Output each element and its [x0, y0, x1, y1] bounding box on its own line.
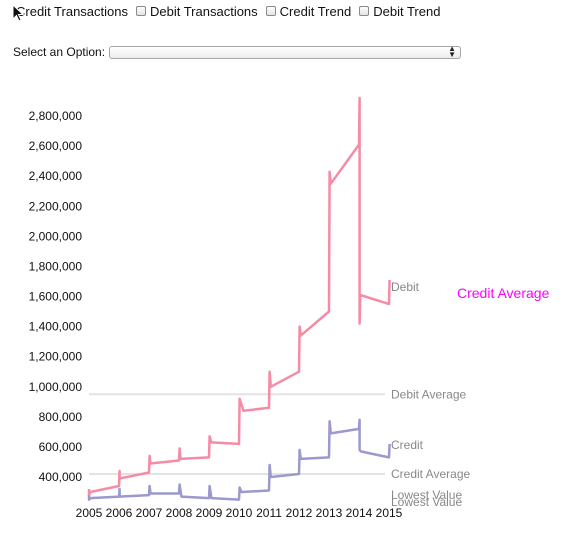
y-tick-label: 2,400,000 [29, 169, 83, 183]
x-tick-label: 2009 [196, 506, 223, 520]
reference-line-label: Credit Average [391, 467, 470, 481]
x-tick-label: 2008 [166, 506, 193, 520]
checkbox-box[interactable] [136, 6, 146, 16]
debit-end-label: Debit [391, 280, 420, 294]
series-line-credit [87, 418, 391, 501]
checkbox-row: Credit Transactions Debit Transactions C… [0, 2, 446, 20]
y-tick-label: 2,800,000 [29, 109, 83, 123]
y-tick-label: 800,000 [39, 410, 83, 424]
credit-transactions-checkbox[interactable]: Credit Transactions [0, 4, 128, 19]
checkbox-box[interactable] [359, 6, 370, 16]
y-tick-label: 1,200,000 [29, 350, 83, 364]
credit-transactions-label: Credit Transactions [16, 3, 128, 19]
x-tick-label: 2005 [76, 506, 103, 520]
x-tick-label: 2015 [376, 506, 403, 520]
y-tick-label: 1,800,000 [29, 259, 83, 273]
x-tick-label: 2007 [136, 506, 163, 520]
select-arrows-icon: ▲ ▼ [448, 43, 457, 59]
credit-trend-checkbox[interactable]: Credit Trend [264, 3, 352, 19]
x-tick-label: 2014 [346, 506, 373, 520]
select-label: Select an Option: [13, 45, 106, 59]
checkbox-box[interactable] [265, 6, 276, 16]
reference-line-label: Debit Average [391, 387, 466, 401]
y-tick-label: 1,000,000 [29, 380, 83, 394]
y-tick-label: 2,000,000 [29, 229, 83, 243]
mouse-pointer-icon [12, 4, 25, 22]
y-tick-label: 400,000 [39, 470, 83, 484]
x-tick-label: 2012 [286, 506, 313, 520]
x-tick-label: 2011 [256, 506, 282, 520]
option-select[interactable]: ▲ ▼ [109, 43, 462, 59]
series-line-debit [87, 96, 391, 497]
debit-trend-checkbox[interactable]: Debit Trend [357, 4, 440, 19]
x-tick-label: 2010 [226, 506, 253, 520]
credit-end-label: Credit [391, 438, 424, 452]
x-tick-label: 2013 [316, 506, 343, 520]
lowest-value-label: Lowest Value [391, 495, 462, 509]
y-tick-label: 2,200,000 [29, 199, 83, 213]
debit-transactions-checkbox[interactable]: Debit Transactions [134, 4, 258, 19]
debit-transactions-label: Debit Transactions [150, 3, 258, 19]
lowest-value-label: Lowest Value [391, 488, 462, 502]
option-select-row: Select an Option: ▲ ▼ [13, 43, 462, 59]
y-tick-label: 1,400,000 [29, 320, 83, 334]
debit-trend-label: Debit Trend [373, 3, 441, 19]
x-tick-label: 2006 [106, 506, 133, 520]
credit-average-callout: Credit Average [457, 285, 550, 301]
credit-trend-label: Credit Trend [279, 3, 352, 19]
y-tick-label: 600,000 [39, 440, 83, 454]
y-tick-label: 1,600,000 [29, 290, 83, 304]
y-tick-label: 2,600,000 [29, 139, 83, 153]
